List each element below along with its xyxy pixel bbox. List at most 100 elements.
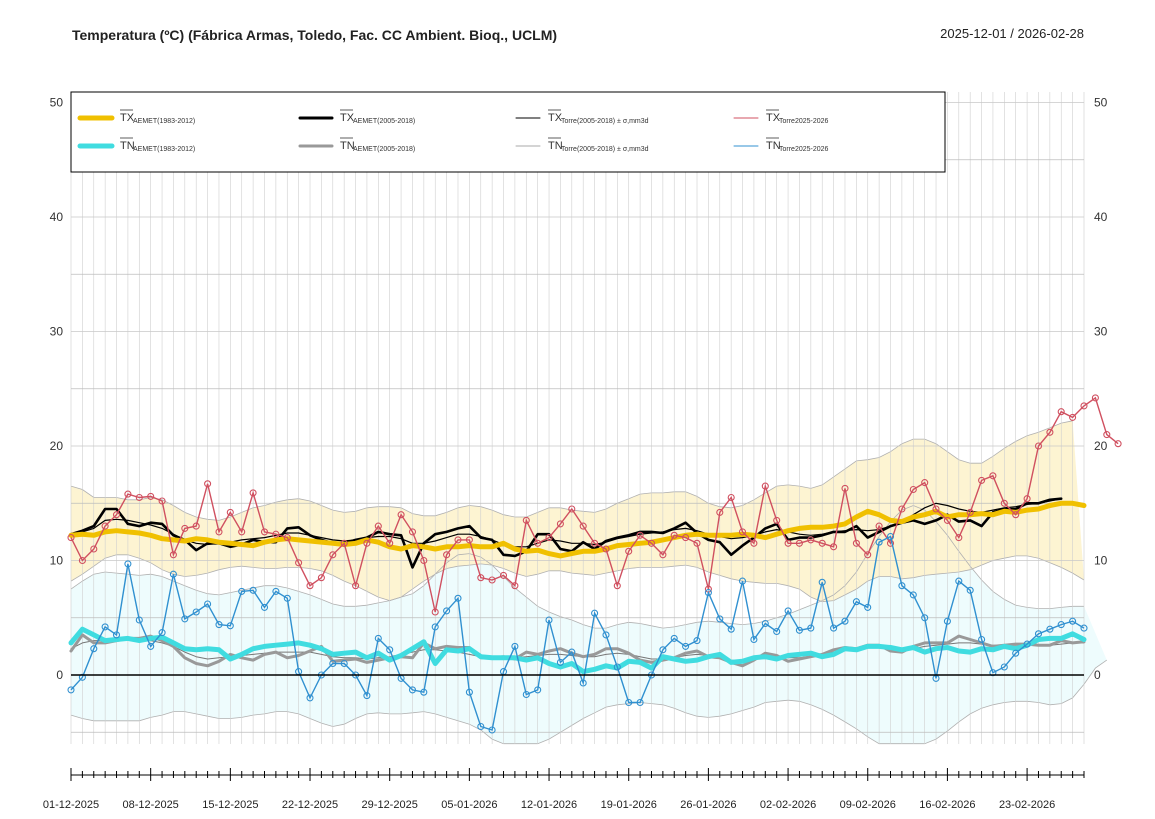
point-tx-torre-2025 bbox=[317, 574, 325, 582]
x-tick-label: 09-02-2026 bbox=[840, 799, 896, 811]
point-tn-torre-2025 bbox=[386, 646, 394, 654]
x-tick-label: 15-12-2025 bbox=[202, 799, 258, 811]
point-tn-torre-2025 bbox=[454, 594, 462, 602]
point-tx-torre-2025 bbox=[795, 539, 803, 547]
point-tn-torre-2025 bbox=[465, 688, 473, 696]
point-tn-torre-2025 bbox=[522, 690, 530, 699]
point-tx-torre-2025 bbox=[1057, 408, 1065, 416]
point-tn-torre-2025 bbox=[750, 635, 758, 644]
point-tn-torre-2025 bbox=[1000, 663, 1008, 671]
point-tx-torre-2025 bbox=[841, 484, 849, 492]
x-tick-label: 23-02-2026 bbox=[999, 799, 1055, 811]
point-tx-torre-2025 bbox=[591, 539, 599, 547]
point-tx-torre-2025 bbox=[636, 531, 644, 539]
point-tn-torre-2025 bbox=[431, 623, 439, 631]
point-tn-torre-2025 bbox=[283, 594, 291, 602]
point-tn-torre-2025 bbox=[602, 631, 610, 639]
point-tx-torre-2025 bbox=[283, 534, 291, 542]
legend-box bbox=[70, 91, 946, 173]
point-tx-torre-2025 bbox=[1091, 394, 1099, 402]
point-tn-torre-2025 bbox=[363, 692, 371, 700]
point-tx-torre-2025 bbox=[522, 516, 530, 524]
point-tx-torre-2025 bbox=[238, 528, 246, 536]
point-tn-torre-2025 bbox=[704, 589, 712, 597]
point-tx-torre-2025 bbox=[78, 556, 86, 565]
point-tx-torre-2025 bbox=[340, 539, 348, 547]
point-tn-torre-2025 bbox=[306, 694, 314, 702]
point-tn-torre-2025 bbox=[556, 658, 564, 666]
point-tn-torre-2025 bbox=[443, 607, 451, 615]
y-tick-label-right: 20 bbox=[1094, 439, 1108, 453]
point-tx-torre-2025 bbox=[682, 534, 690, 542]
point-tn-torre-2025 bbox=[795, 626, 803, 634]
point-tx-torre-2025 bbox=[921, 479, 929, 487]
y-tick-label-left: 50 bbox=[50, 96, 64, 110]
point-tn-torre-2025 bbox=[545, 616, 553, 624]
point-tn-torre-2025 bbox=[181, 615, 189, 623]
point-tn-torre-2025 bbox=[943, 617, 951, 625]
point-tn-torre-2025 bbox=[215, 621, 223, 629]
point-tn-torre-2025 bbox=[1057, 621, 1065, 629]
y-tick-label-right: 40 bbox=[1094, 210, 1108, 224]
point-tx-torre-2025 bbox=[192, 522, 200, 530]
point-tx-torre-2025 bbox=[352, 582, 360, 590]
point-tx-torre-2025 bbox=[488, 576, 496, 584]
point-tn-torre-2025 bbox=[169, 570, 177, 578]
point-tn-torre-2025 bbox=[124, 560, 132, 568]
legend-label: TN bbox=[548, 140, 563, 152]
chart-title: Temperatura (ºC) (Fábrica Armas, Toledo,… bbox=[72, 27, 557, 43]
point-tn-torre-2025 bbox=[135, 616, 143, 624]
point-tn-torre-2025 bbox=[784, 607, 792, 615]
legend-label: TX bbox=[766, 112, 781, 124]
point-tx-torre-2025 bbox=[852, 539, 860, 547]
point-tx-torre-2025 bbox=[363, 539, 371, 547]
x-axis: 01-12-2025 08-12-2025 15-12-2025 22-12-2025… bbox=[43, 768, 1085, 811]
point-tx-torre-2025 bbox=[1000, 499, 1008, 507]
point-tn-torre-2025 bbox=[488, 726, 496, 734]
point-tn-torre-2025 bbox=[921, 614, 929, 622]
point-tx-torre-2025 bbox=[534, 539, 542, 547]
point-tn-torre-2025 bbox=[568, 648, 576, 656]
point-tn-torre-2025 bbox=[886, 532, 895, 541]
point-tx-torre-2025 bbox=[898, 505, 906, 513]
point-tn-torre-2025 bbox=[1034, 630, 1043, 638]
point-tx-torre-2025 bbox=[579, 522, 587, 530]
point-tx-torre-2025 bbox=[295, 559, 303, 567]
x-tick-label: 26-01-2026 bbox=[680, 799, 736, 811]
point-tn-torre-2025 bbox=[864, 603, 872, 611]
point-tx-torre-2025 bbox=[147, 492, 155, 500]
point-tx-torre-2025 bbox=[613, 582, 621, 590]
point-tx-torre-2025 bbox=[408, 528, 417, 536]
point-tn-torre-2025 bbox=[613, 663, 621, 671]
x-tick-label: 01-12-2025 bbox=[43, 799, 99, 811]
point-tx-torre-2025 bbox=[454, 536, 462, 544]
point-tx-torre-2025 bbox=[67, 534, 75, 542]
series-points bbox=[67, 394, 1122, 734]
point-tx-torre-2025 bbox=[431, 608, 439, 616]
y-tick-label-left: 40 bbox=[50, 210, 64, 224]
point-tx-torre-2025 bbox=[215, 528, 223, 536]
point-tx-torre-2025 bbox=[158, 497, 166, 505]
point-tx-torre-2025 bbox=[818, 539, 826, 547]
point-tx-torre-2025 bbox=[602, 545, 610, 553]
point-tn-torre-2025 bbox=[682, 642, 690, 650]
x-tick-label: 22-12-2025 bbox=[282, 799, 338, 811]
legend-label: TN bbox=[120, 140, 135, 152]
point-tx-torre-2025 bbox=[135, 493, 143, 502]
y-tick-label-right: 0 bbox=[1094, 668, 1101, 682]
point-tn-torre-2025 bbox=[226, 622, 234, 630]
point-tx-torre-2025 bbox=[443, 551, 451, 559]
point-tn-torre-2025 bbox=[249, 586, 257, 594]
date-range: 2025-12-01 / 2026-02-28 bbox=[940, 26, 1084, 41]
point-tn-torre-2025 bbox=[477, 722, 485, 731]
point-tx-torre-2025 bbox=[181, 524, 189, 532]
point-tx-torre-2025 bbox=[1103, 431, 1111, 439]
point-tn-torre-2025 bbox=[978, 635, 986, 644]
point-tx-torre-2025 bbox=[90, 545, 98, 553]
point-tn-torre-2025 bbox=[966, 586, 974, 594]
point-tn-torre-2025 bbox=[408, 686, 417, 694]
point-tn-torre-2025 bbox=[761, 619, 769, 628]
point-tx-torre-2025 bbox=[465, 536, 473, 544]
x-tick-label: 05-01-2026 bbox=[441, 799, 497, 811]
